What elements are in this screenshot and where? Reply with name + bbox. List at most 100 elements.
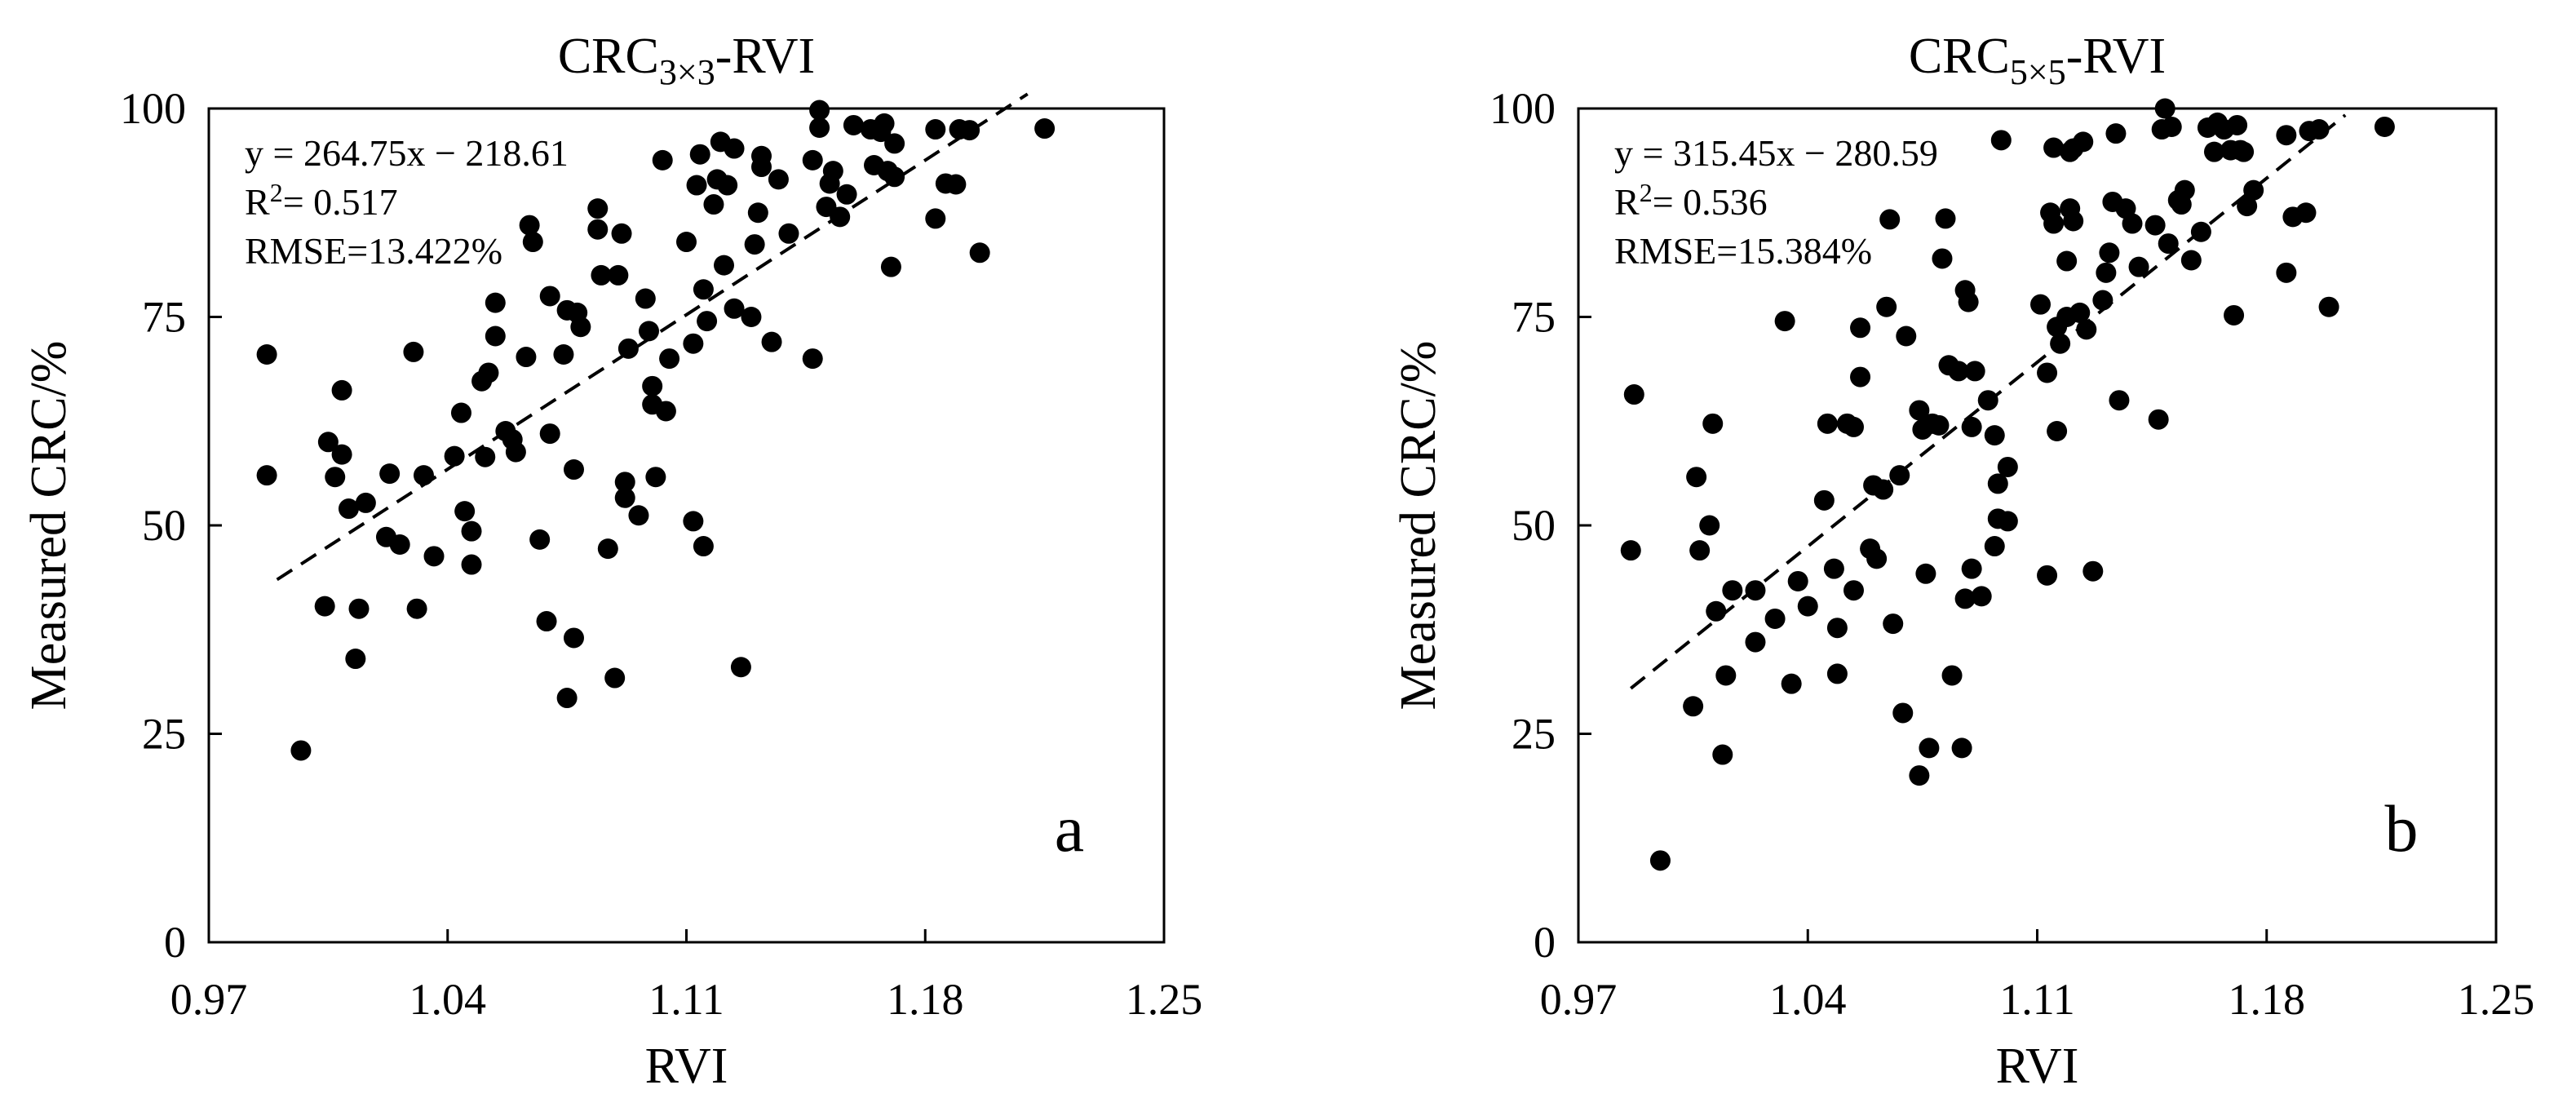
chart-title-b: CRC5×5-RVI [1909,29,2166,92]
data-point-a [689,144,710,165]
x-tick-label-a: 1.18 [887,975,964,1024]
x-tick-label-a: 1.25 [1126,975,1203,1024]
data-point-a [556,688,578,709]
data-point-a [413,465,434,486]
data-point-a [638,321,659,342]
y-tick-label-a: 75 [142,293,186,342]
data-point-b [1843,580,1864,601]
title-suffix-a: -RVI [715,29,815,84]
data-point-b [2144,215,2166,236]
data-point-a [925,208,946,229]
data-point-a [563,459,584,480]
data-point-b [1706,600,1727,622]
r2-label-a: R [245,181,270,223]
y-axis-label-a: Measured CRC/% [21,341,77,711]
x-axis-label-a: RVI [645,1038,728,1094]
data-point-a [519,215,540,236]
panel-a: CRC3×3-RVI 0 25 50 75 100 0.97 1.04 1.11 1.18 1.… [21,29,1202,1094]
data-point-b [2043,137,2065,158]
data-point-b [2056,250,2078,272]
y-axis-ticks-b: 0 25 50 75 100 [1489,84,1591,967]
data-point-a [611,223,632,244]
data-point-b [1896,326,1917,347]
data-point-a [693,536,714,557]
data-point-b [1941,665,1963,686]
data-point-b [1964,361,1985,382]
data-point-a [403,341,424,362]
title-subscript-b: 5×5 [2010,52,2066,92]
data-point-b [2227,114,2248,135]
data-point-b [1866,548,1888,569]
data-point-a [809,117,830,139]
data-point-a [587,198,609,219]
data-point-a [645,467,666,488]
regression-equation-b: y = 315.45x − 280.59 [1614,132,1938,174]
regression-line-b [1630,113,2347,690]
data-point-b [1722,580,1743,601]
title-main-a: CRC [558,29,659,84]
data-point-b [1823,558,1844,579]
data-point-b [2047,421,2068,442]
data-point-a [884,133,905,154]
data-point-a [655,401,676,422]
data-point-a [256,343,277,365]
data-point-a [314,596,335,617]
y-tick-label-a: 25 [142,710,186,759]
data-point-a [563,627,584,649]
data-point-a [683,511,704,532]
data-point-a [1034,118,1056,140]
data-point-a [290,740,312,761]
data-point-a [331,444,352,465]
data-point-b [2154,98,2175,119]
data-point-a [317,432,339,453]
data-point-b [2158,233,2179,255]
data-point-b [1712,744,1733,765]
data-point-a [768,169,789,190]
r2-superscript-b: 2 [1640,178,1653,207]
data-point-b [1928,414,1950,436]
data-point-a [389,534,410,556]
r-squared-a: R2= 0.517 [245,178,398,223]
scatter-points-b [1620,98,2395,871]
data-point-b [1623,384,1644,405]
data-point-a [693,279,714,300]
data-point-a [822,161,843,182]
data-point-a [744,234,765,255]
data-point-b [1774,311,1795,332]
y-tick-label-b: 75 [1512,293,1556,342]
data-point-a [355,492,376,513]
data-point-b [2276,125,2297,146]
x-tick-label-b: 1.25 [2458,975,2535,1024]
data-point-a [478,362,499,383]
data-point-a [608,264,629,286]
data-point-a [539,423,560,445]
r2-superscript-a: 2 [270,178,283,207]
data-point-a [945,174,967,195]
x-tick-label-b: 1.04 [1769,975,1847,1024]
data-point-a [676,232,697,253]
data-point-a [714,255,735,276]
data-point-a [614,487,635,508]
data-point-b [2128,256,2149,277]
data-point-b [2092,290,2113,311]
data-point-a [345,649,366,670]
r2-label-b: R [1614,181,1640,223]
data-point-b [1683,696,1704,717]
data-point-a [461,520,482,542]
data-point-a [717,175,738,196]
data-point-a [423,546,445,567]
y-axis-label-b: Measured CRC/% [1391,341,1446,711]
data-point-b [1699,515,1720,536]
data-point-b [2318,296,2339,317]
data-point-b [2180,250,2202,271]
data-point-b [1984,425,2005,446]
data-point-b [1935,208,1956,229]
data-point-a [529,529,551,550]
data-point-a [697,311,718,332]
data-point-b [1961,558,1982,579]
data-point-b [1745,631,1766,653]
y-tick-label-b: 0 [1534,918,1556,967]
data-point-b [1817,413,1838,434]
data-point-a [724,138,745,159]
data-point-b [1915,563,1936,584]
